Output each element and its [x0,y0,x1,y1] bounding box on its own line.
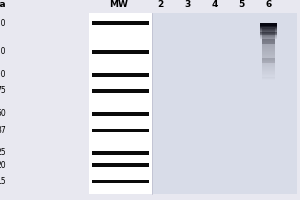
Text: 15: 15 [0,177,6,186]
Bar [92,112,148,116]
Bar [262,66,275,67]
Bar [92,89,148,93]
Text: 20: 20 [0,161,6,170]
Bar [262,74,275,75]
Bar [262,75,275,76]
Bar [260,37,277,38]
Bar [260,32,277,33]
Bar [260,33,277,34]
Bar [92,180,148,183]
Text: 2: 2 [158,0,164,9]
Text: 150: 150 [0,47,6,56]
Bar [262,57,275,59]
Bar [262,43,275,45]
Bar [92,21,148,25]
Bar [262,28,275,29]
Bar [262,30,275,31]
Bar [262,39,275,41]
Bar [262,31,275,32]
Bar [262,76,275,78]
Text: 250: 250 [0,19,6,28]
Bar [260,27,277,28]
Text: 37: 37 [0,126,6,135]
Bar [262,41,275,43]
Bar [260,34,277,35]
Text: 4: 4 [211,0,218,9]
Text: 3: 3 [184,0,190,9]
Bar [262,58,275,60]
Bar [88,13,152,194]
Bar [260,36,277,37]
Bar [260,30,277,31]
Text: 6: 6 [266,0,272,9]
Bar [262,73,275,74]
Bar [262,47,275,48]
Bar [262,29,275,30]
Bar [260,24,277,25]
Bar [262,46,275,47]
Bar [92,73,148,77]
Bar [262,64,275,65]
Bar [260,34,277,35]
Bar [260,32,277,33]
Bar [262,48,275,49]
Bar [262,71,275,72]
Text: MW: MW [109,0,128,9]
Bar [152,13,297,194]
Bar [262,59,275,61]
Bar [260,25,277,26]
Bar [260,24,277,25]
Bar [262,42,275,44]
Bar [262,36,275,37]
Bar [262,77,275,79]
Bar [262,38,275,40]
Bar [92,50,148,54]
Text: 50: 50 [0,109,6,118]
Bar [262,62,275,64]
Bar [262,49,275,50]
Text: 25: 25 [0,148,6,157]
Text: 100: 100 [0,70,6,79]
Bar [262,67,275,68]
Bar [260,29,277,30]
Bar [262,34,275,35]
Bar [260,25,277,26]
Bar [92,129,148,132]
Bar [262,56,275,57]
Bar [260,23,277,24]
Bar [262,40,275,42]
Text: 5: 5 [238,0,244,9]
Bar [262,50,275,51]
Bar [260,23,277,24]
Bar [262,68,275,69]
Bar [262,54,275,55]
Bar [262,70,275,71]
Bar [262,35,275,36]
Bar [262,45,275,46]
Bar [92,151,148,155]
Bar [262,51,275,52]
Bar [262,53,275,54]
Bar [262,61,275,63]
Bar [260,33,277,34]
Bar [262,65,275,66]
Text: 75: 75 [0,86,6,95]
Bar [262,37,275,38]
Bar [262,60,275,62]
Bar [262,78,275,80]
Bar [262,72,275,73]
Bar [92,163,148,167]
Bar [260,26,277,27]
Bar [262,33,275,34]
Bar [262,32,275,33]
Bar [260,31,277,32]
Bar [260,35,277,36]
Bar [262,79,275,81]
Text: kDa: kDa [0,0,6,9]
Bar [262,55,275,56]
Bar [262,52,275,53]
Bar [260,28,277,29]
Bar [262,69,275,70]
Bar [260,38,277,39]
